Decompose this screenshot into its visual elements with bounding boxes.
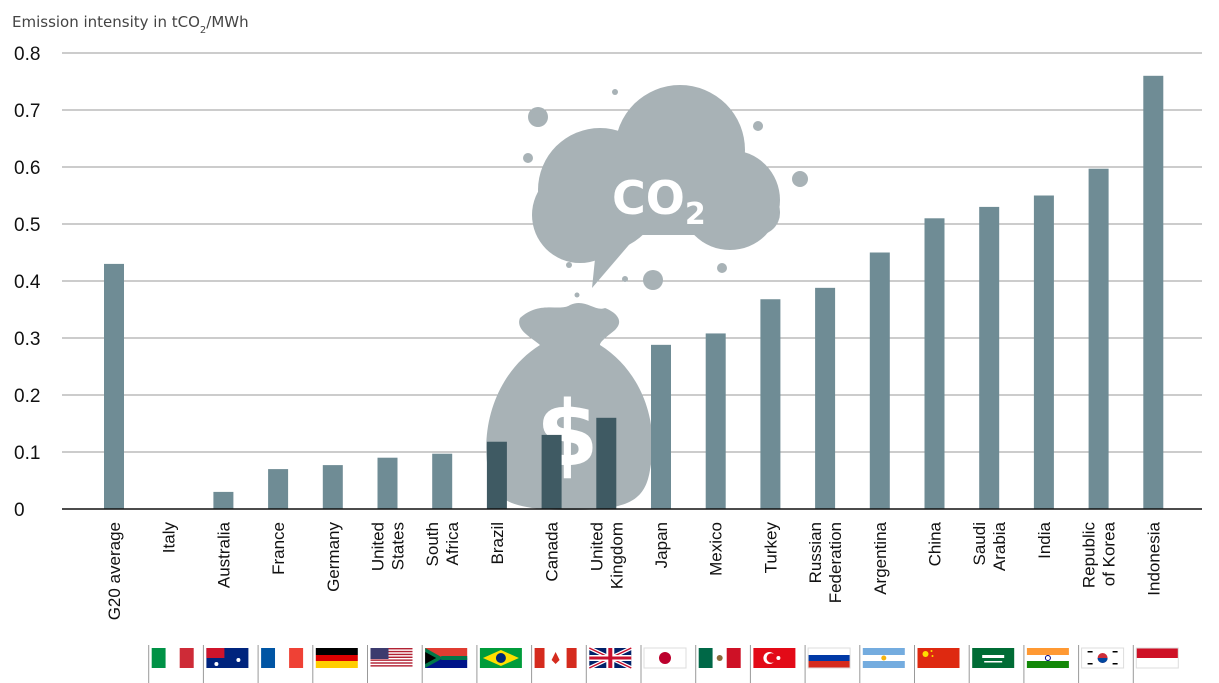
- x-category-label: SaudiArabia: [970, 521, 1009, 571]
- france-flag: [257, 645, 304, 683]
- south-korea-flag: [1078, 645, 1125, 683]
- bar: [815, 287, 836, 509]
- bar: [1088, 168, 1109, 509]
- co2-money-illustration: CO2 $: [486, 85, 808, 510]
- x-category-label: Argentina: [871, 521, 890, 594]
- y-tick-label: 0.4: [14, 272, 41, 293]
- bar: [213, 491, 234, 509]
- x-category-label: Indonesia: [1144, 521, 1163, 595]
- italy-flag: [148, 645, 194, 683]
- bar: [377, 457, 398, 509]
- x-category-label: Brazil: [488, 522, 507, 565]
- australia-flag: [202, 645, 249, 683]
- russia-flag: [804, 645, 851, 683]
- y-tick-label: 0.2: [14, 386, 40, 407]
- x-category-label: France: [269, 522, 288, 575]
- money-bag-icon: $: [486, 303, 653, 510]
- cloud-icon: CO2: [532, 85, 780, 288]
- bar: [760, 299, 781, 509]
- united-kingdom-flag: [585, 645, 633, 683]
- x-category-label: Mexico: [707, 522, 726, 576]
- bar: [651, 344, 671, 509]
- united-states-flag: [367, 645, 413, 683]
- south-africa-flag: [421, 645, 468, 683]
- mexico-flag: [695, 645, 741, 683]
- argentina-flag: [859, 645, 905, 683]
- y-axis-label: Emission intensity in tCO2/MWh: [12, 13, 249, 36]
- bar: [322, 465, 343, 509]
- country-flags: [148, 645, 1179, 683]
- x-category-label: Australia: [214, 521, 233, 588]
- y-tick-label: 0.5: [14, 215, 40, 236]
- x-category-label: SouthAfrica: [423, 521, 462, 566]
- canada-flag: [531, 645, 577, 683]
- x-category-label: Turkey: [761, 522, 780, 574]
- bar: [1033, 195, 1054, 509]
- germany-flag: [312, 645, 358, 683]
- saudi-arabia-flag: [968, 645, 1015, 683]
- bar: [486, 441, 507, 509]
- y-tick-label: 0.1: [14, 443, 40, 464]
- bar: [268, 469, 289, 509]
- x-category-label: G20 average: [105, 522, 124, 620]
- bar: [1143, 75, 1164, 510]
- bar: [432, 453, 453, 509]
- x-category-label: Japan: [652, 522, 671, 568]
- bar: [596, 417, 617, 509]
- japan-flag: [640, 645, 687, 683]
- y-tick-label: 0.8: [14, 44, 40, 65]
- y-tick-label: 0.6: [14, 158, 40, 179]
- bar: [979, 206, 1000, 509]
- x-category-label: Canada: [543, 521, 562, 581]
- x-category-label: Germany: [324, 522, 343, 592]
- bubble-dots: [523, 89, 808, 298]
- turkey-flag: [749, 645, 796, 683]
- bar: [541, 434, 562, 509]
- bar: [869, 252, 890, 509]
- x-category-label: China: [926, 521, 945, 566]
- indonesia-flag: [1132, 645, 1179, 683]
- bar: [104, 263, 124, 509]
- china-flag: [914, 645, 960, 683]
- x-category-label: RussianFederation: [806, 522, 845, 603]
- y-tick-label: 0.7: [14, 101, 40, 122]
- x-category-label: UnitedStates: [369, 522, 408, 571]
- x-category-label: Italy: [160, 522, 179, 554]
- bar: [924, 218, 945, 510]
- bars: [104, 75, 1164, 510]
- x-category-label: Republicof Korea: [1080, 521, 1119, 588]
- y-tick-label: 0.3: [14, 329, 40, 350]
- bar: [705, 333, 726, 509]
- x-category-label: India: [1035, 521, 1054, 558]
- cloud-co2-label: CO2: [612, 171, 706, 232]
- y-tick-label: 0: [14, 500, 25, 521]
- brazil-flag: [476, 645, 522, 683]
- category-labels: G20 average Italy Australia France Germany Un…: [105, 521, 1163, 620]
- india-flag: [1023, 645, 1069, 683]
- y-axis-ticks: 0 0.1 0.2 0.3 0.4 0.5 0.6 0.7 0.8: [14, 44, 41, 521]
- x-category-label: UnitedKingdom: [587, 522, 626, 589]
